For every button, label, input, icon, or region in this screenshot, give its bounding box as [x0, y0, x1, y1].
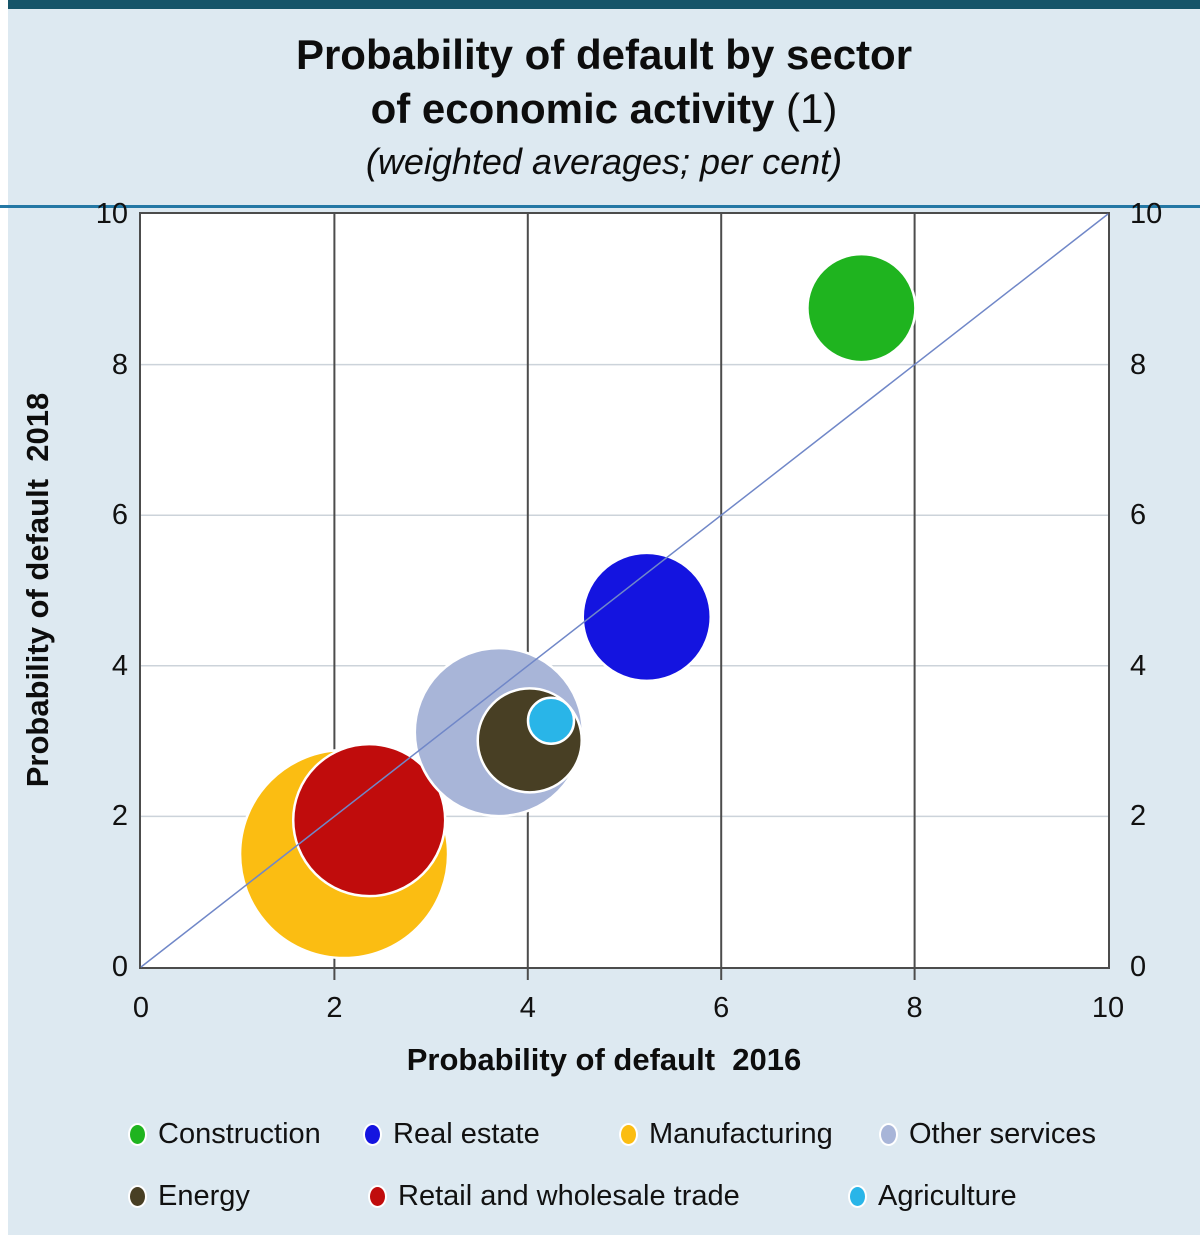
- x-tick-label-4: 4: [519, 992, 536, 1024]
- top-accent-bar: [8, 0, 1200, 9]
- y-tick-label-left-8: 8: [111, 348, 128, 381]
- x-axis-title: Probability of default 2016: [406, 1042, 802, 1077]
- y-tick-label-left-4: 4: [111, 649, 128, 682]
- y-tick-label-left-2: 2: [111, 800, 128, 833]
- y-tick-label-right-10: 10: [1130, 198, 1163, 230]
- chart-title-note: (1): [774, 85, 838, 132]
- bubble-construction: [806, 252, 917, 364]
- y-axis-title: Probability of default 2018: [20, 392, 55, 788]
- x-tick-label-10: 10: [1091, 992, 1125, 1024]
- legend-dot-icon: [128, 1122, 147, 1146]
- separator-line: [0, 205, 1200, 208]
- x-tick-label-8: 8: [906, 992, 923, 1024]
- legend-item-construction: Construction: [128, 1112, 321, 1156]
- legend-label: Other services: [909, 1117, 1096, 1150]
- legend-label: Energy: [158, 1179, 250, 1212]
- y-tick-label-right-0: 0: [1130, 951, 1147, 983]
- y-tick-label-left-0: 0: [111, 951, 128, 983]
- legend-label: Manufacturing: [649, 1117, 833, 1150]
- legend-item-retail-and-wholesale-trade: Retail and wholesale trade: [368, 1174, 740, 1218]
- legend-item-real-estate: Real estate: [363, 1112, 540, 1156]
- legend-label: Agriculture: [878, 1179, 1017, 1212]
- legend-dot-icon: [619, 1122, 638, 1146]
- x-tick-label-0: 0: [132, 992, 150, 1024]
- x-tick-label-2: 2: [326, 992, 343, 1024]
- y-tick-label-right-4: 4: [1130, 649, 1147, 682]
- y-tick-label-right-8: 8: [1130, 348, 1147, 381]
- legend-item-agriculture: Agriculture: [848, 1174, 1017, 1218]
- chart-title-line1: Probability of default by sector: [295, 31, 913, 78]
- legend-dot-icon: [879, 1122, 898, 1146]
- chart-title-line2-bold: of economic activity: [370, 85, 775, 132]
- legend-dot-icon: [363, 1122, 382, 1146]
- legend-item-energy: Energy: [128, 1174, 250, 1218]
- chart-title-line2: of economic activity (1): [8, 84, 1200, 134]
- bubble-agriculture: [526, 696, 576, 746]
- chart-subtitle: (weighted averages; per cent): [365, 141, 843, 182]
- legend-label: Retail and wholesale trade: [398, 1179, 740, 1212]
- y-tick-label-left-10: 10: [95, 198, 128, 230]
- diagonal-line: [140, 213, 1109, 968]
- legend-dot-icon: [128, 1184, 147, 1208]
- legend-item-manufacturing: Manufacturing: [619, 1112, 833, 1156]
- legend-item-other-services: Other services: [879, 1112, 1096, 1156]
- legend-label: Real estate: [393, 1117, 540, 1150]
- legend-dot-icon: [368, 1184, 387, 1208]
- legend-dot-icon: [848, 1184, 867, 1208]
- legend-label: Construction: [158, 1117, 321, 1150]
- y-tick-label-right-2: 2: [1130, 800, 1147, 833]
- plot-area: [139, 212, 1110, 980]
- y-tick-label-right-6: 6: [1130, 499, 1147, 532]
- bubble-real-estate: [581, 551, 712, 683]
- y-tick-label-left-6: 6: [111, 499, 128, 532]
- x-tick-label-6: 6: [713, 992, 730, 1024]
- bubble-retail-and-wholesale-trade: [291, 742, 447, 898]
